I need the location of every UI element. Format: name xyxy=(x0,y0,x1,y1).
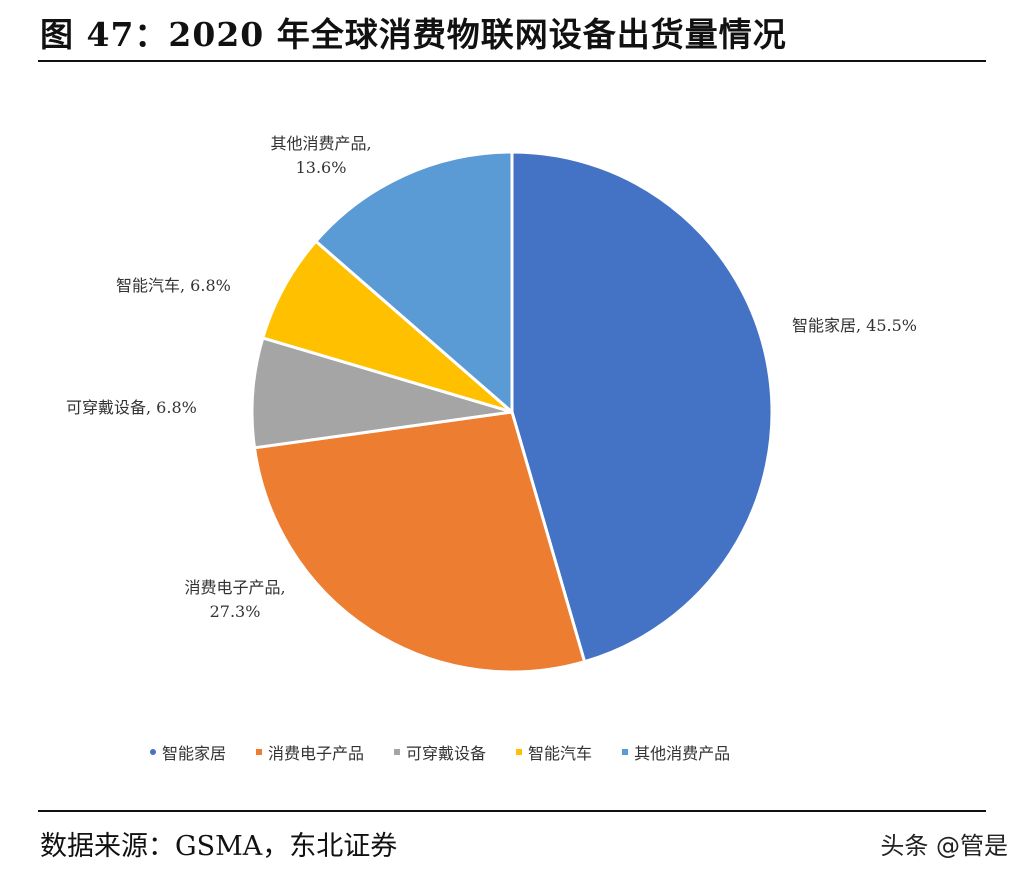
legend-item-smart-car: 智能汽车 xyxy=(516,740,592,764)
legend-marker-icon xyxy=(256,749,263,755)
legend-marker-icon xyxy=(394,749,401,755)
legend-item-consumer-electronics: 消费电子产品 xyxy=(256,740,364,764)
figure-title: 图 47：2020 年全球消费物联网设备出货量情况 xyxy=(40,15,787,54)
label-wearables-text: 可穿戴设备, 6.8% xyxy=(66,398,197,417)
pie-slice-0 xyxy=(510,150,774,664)
data-source: 数据来源：GSMA，东北证券 xyxy=(40,831,398,862)
legend-item-smart-home: 智能家居 xyxy=(150,740,226,764)
footer-divider xyxy=(38,810,986,812)
label-wearables: 可穿戴设备, 6.8% xyxy=(66,396,197,420)
legend-label: 智能汽车 xyxy=(528,744,593,763)
pie-slice-4 xyxy=(313,150,514,416)
legend-label: 可穿戴设备 xyxy=(406,744,487,763)
legend-label: 其他消费产品 xyxy=(634,744,731,763)
pie-slice-3 xyxy=(260,239,513,414)
label-other-products: 其他消费产品, 13.6% xyxy=(236,132,406,180)
pie-slices xyxy=(250,150,774,674)
label-smart-home: 智能家居, 45.5% xyxy=(792,314,917,338)
legend-label: 智能家居 xyxy=(162,744,227,763)
label-other-products-value: 13.6% xyxy=(295,158,347,177)
watermark: 头条 @管是 xyxy=(880,832,1008,860)
legend-item-other-products: 其他消费产品 xyxy=(622,740,730,764)
title-divider xyxy=(38,60,986,62)
legend-marker-icon xyxy=(150,749,156,755)
legend-marker-icon xyxy=(622,749,629,755)
legend-marker-icon xyxy=(516,749,523,755)
label-other-products-name: 其他消费产品, xyxy=(270,134,372,153)
label-consumer-electronics-value: 27.3% xyxy=(209,602,261,621)
label-smart-car-text: 智能汽车, 6.8% xyxy=(116,276,231,295)
pie-slice-1 xyxy=(252,410,587,674)
label-smart-car: 智能汽车, 6.8% xyxy=(116,274,231,298)
legend-label: 消费电子产品 xyxy=(268,744,365,763)
label-consumer-electronics: 消费电子产品, 27.3% xyxy=(150,576,320,624)
chart-legend: 智能家居 消费电子产品 可穿戴设备 智能汽车 其他消费产品 xyxy=(150,740,730,764)
pie-slice-2 xyxy=(250,336,513,450)
legend-item-wearables: 可穿戴设备 xyxy=(394,740,486,764)
label-smart-home-text: 智能家居, 45.5% xyxy=(792,316,918,335)
label-consumer-electronics-name: 消费电子产品, xyxy=(184,578,286,597)
